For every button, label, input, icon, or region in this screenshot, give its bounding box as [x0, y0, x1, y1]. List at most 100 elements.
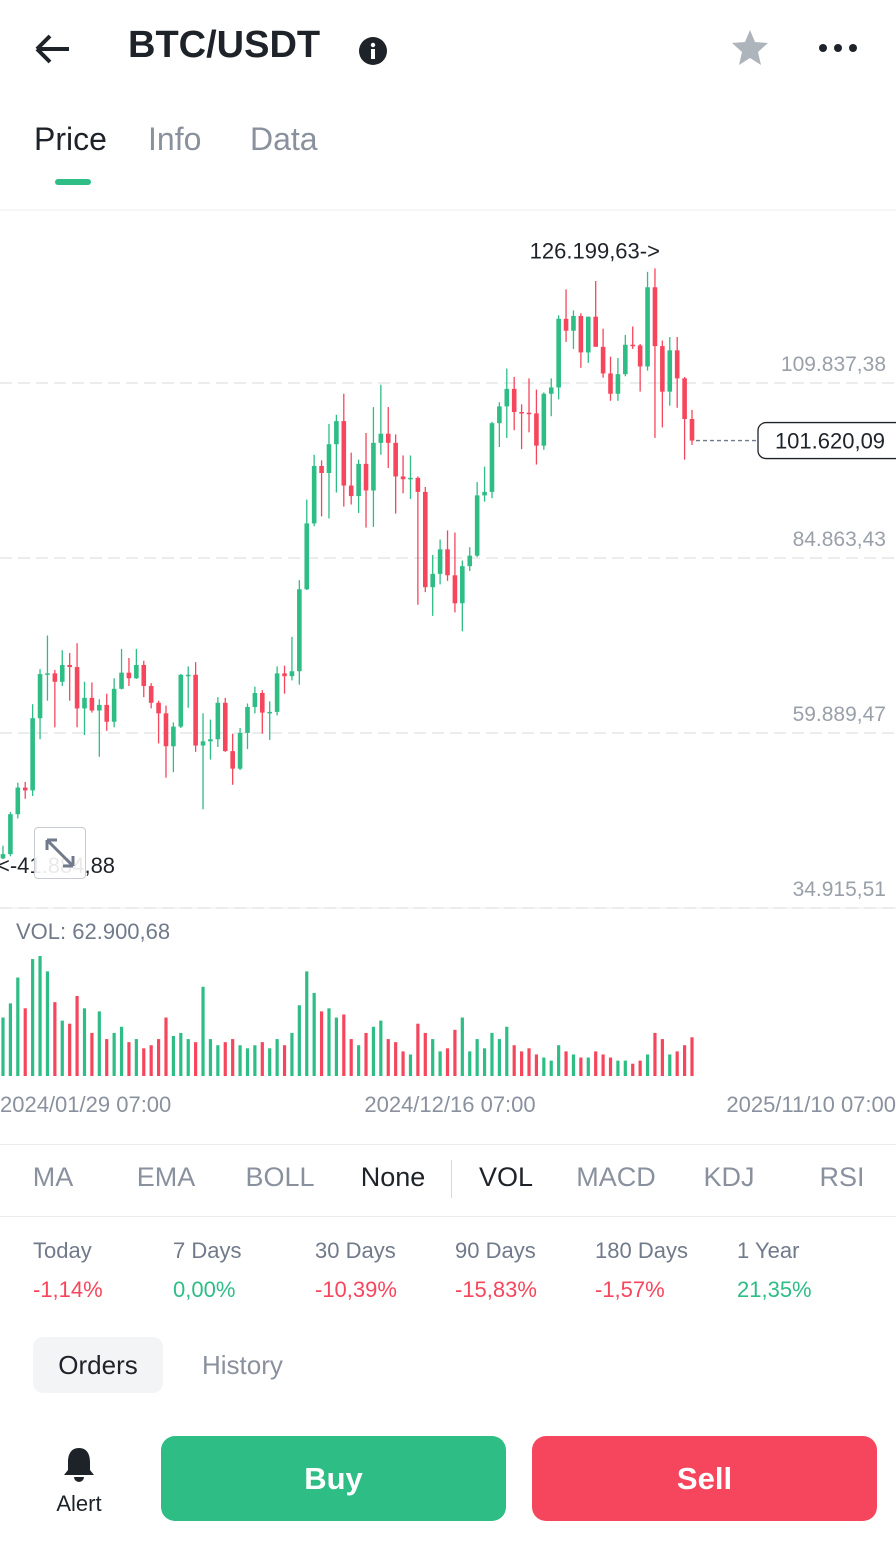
volume-bar: [623, 1060, 627, 1076]
x-tick-label: 2024/01/29 07:00: [0, 1092, 171, 1117]
volume-bar: [16, 977, 20, 1076]
indicator-tab[interactable]: EMA: [136, 1162, 196, 1192]
candle-body: [45, 673, 50, 675]
volume-bar: [334, 1017, 338, 1076]
candle-body: [585, 316, 591, 353]
candle-body: [59, 664, 65, 682]
tab[interactable]: Price: [34, 121, 107, 157]
volume-bar: [8, 1003, 13, 1076]
favorite-star[interactable]: [730, 28, 770, 68]
indicator-tab[interactable]: MA: [32, 1162, 74, 1192]
candle-body: [489, 423, 495, 492]
volume-bar: [97, 1011, 101, 1076]
candle-body: [208, 739, 213, 742]
candle-body: [252, 692, 258, 708]
volume-bar: [1, 1017, 5, 1076]
volume-bar: [497, 1039, 501, 1076]
candle-body: [37, 674, 43, 719]
buy-button[interactable]: Buy: [161, 1436, 506, 1521]
candle-body: [67, 664, 72, 668]
indicator-tab[interactable]: MACD: [576, 1162, 656, 1192]
candle-body: [541, 393, 547, 446]
volume-bar: [290, 1032, 294, 1076]
volume-bar: [164, 1017, 168, 1076]
candle-body: [304, 523, 310, 590]
indicator-tab[interactable]: VOL: [478, 1162, 534, 1192]
volume-bar: [549, 1060, 553, 1076]
volume-bar: [179, 1032, 183, 1076]
candle-body: [282, 673, 287, 677]
indicator-tab[interactable]: KDJ: [703, 1162, 755, 1192]
volume-bar: [127, 1042, 131, 1076]
back-button[interactable]: [33, 32, 73, 66]
volume-bar: [520, 1051, 524, 1076]
volume-bar: [586, 1057, 590, 1076]
divider: [0, 1216, 896, 1217]
candle-body: [334, 421, 339, 445]
last-price-box: [757, 421, 896, 460]
order-tab[interactable]: History: [202, 1350, 283, 1380]
volume-bar: [319, 1011, 324, 1076]
candle-body: [134, 664, 139, 679]
volume-bar: [245, 1048, 250, 1076]
candle-body: [563, 318, 569, 331]
candle-body: [22, 787, 28, 791]
indicator-tab[interactable]: None: [360, 1162, 426, 1192]
candle-body: [608, 373, 613, 394]
volume-bar: [557, 1045, 561, 1076]
candle-body: [645, 287, 650, 367]
candle-body: [482, 491, 487, 496]
volume-bar: [186, 1039, 190, 1076]
volume-bar: [653, 1032, 657, 1076]
volume-bar: [216, 1045, 220, 1076]
volume-bar: [119, 1026, 124, 1076]
more-menu[interactable]: [818, 40, 858, 56]
candle-body: [148, 685, 154, 703]
indicator-tab[interactable]: BOLL: [245, 1162, 315, 1192]
tab[interactable]: Data: [250, 121, 318, 157]
candle-body: [119, 672, 124, 689]
candle-body: [200, 741, 206, 746]
volume-bar: [357, 1045, 361, 1076]
alert-label[interactable]: Alert: [56, 1491, 102, 1516]
candle-body: [230, 751, 235, 769]
volume-bar: [260, 1042, 264, 1076]
candle-body: [326, 444, 332, 473]
period-change: -1,14%: [33, 1277, 103, 1302]
volume-bar: [408, 1054, 413, 1076]
candle-body: [467, 555, 473, 567]
candle-body: [571, 315, 576, 331]
candle-body: [430, 573, 435, 588]
candle-body: [385, 433, 391, 443]
expand-button[interactable]: [34, 827, 86, 879]
volume-bar: [268, 1048, 272, 1076]
candle-body: [267, 711, 273, 714]
tab[interactable]: Info: [148, 121, 202, 157]
volume-bar: [416, 1023, 420, 1076]
candle-body: [363, 463, 369, 491]
sell-button[interactable]: Sell: [532, 1436, 877, 1521]
candle-body: [163, 713, 169, 747]
info-icon[interactable]: [358, 36, 388, 66]
indicator-tab[interactable]: RSI: [819, 1162, 865, 1192]
high-label: 126.199,63->: [530, 238, 660, 263]
volume-bar: [512, 1045, 516, 1076]
volume-bar: [542, 1057, 546, 1076]
volume-bar: [297, 1005, 301, 1076]
volume-bar: [253, 1045, 257, 1076]
candle-body: [534, 413, 539, 446]
candle-body: [460, 566, 465, 604]
volume-bar: [327, 1008, 331, 1076]
candle-body: [689, 419, 695, 441]
order-tab[interactable]: Orders: [33, 1337, 163, 1393]
candle-body: [274, 673, 280, 712]
candle-body: [8, 814, 13, 855]
volume-bar: [690, 1037, 694, 1076]
candle-body: [104, 704, 110, 722]
volume-bar: [312, 992, 316, 1076]
volume-bar: [208, 1039, 213, 1076]
volume-bar: [616, 1060, 620, 1076]
alert-icon[interactable]: [62, 1445, 96, 1483]
volume-bar: [468, 1051, 472, 1076]
period-label: 30 Days: [315, 1238, 396, 1263]
